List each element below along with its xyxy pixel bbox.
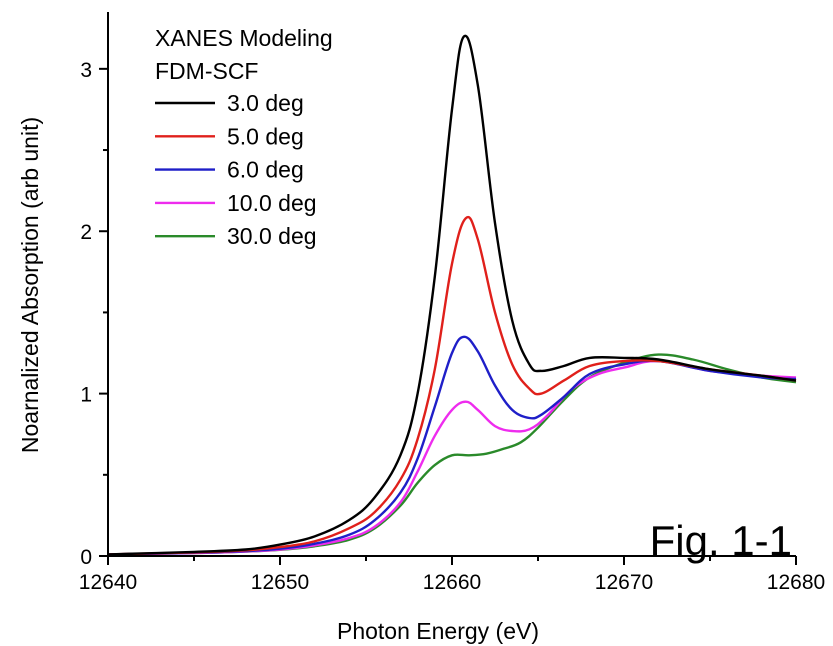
y-tick-label-3: 3: [80, 59, 92, 82]
legend-entry-3: 10.0 deg: [227, 190, 317, 216]
x-tick-label-0: 12640: [79, 571, 137, 594]
legend-entry-1: 5.0 deg: [227, 123, 304, 149]
y-tick-label-2: 2: [80, 221, 92, 244]
x-tick-label-1: 12650: [251, 571, 309, 594]
series-line-0: [107, 34, 797, 556]
y-tick-label-1: 1: [80, 384, 92, 407]
x-tick-label-2: 12660: [423, 571, 481, 594]
legend-entry-4: 30.0 deg: [227, 223, 317, 249]
legend-title-line-0: XANES Modeling: [155, 25, 333, 51]
axes: 12640 12650 12660 12670 12680 0 1 2 3: [79, 12, 825, 594]
x-axis-label: Photon Energy (eV): [337, 618, 539, 644]
y-axis-label: Noarnalized Absorption (arb unit): [17, 117, 43, 453]
y-tick-label-0: 0: [80, 546, 92, 569]
series-line-2: [107, 335, 797, 556]
series-line-1: [107, 215, 797, 556]
x-tick-label-4: 12680: [767, 571, 825, 594]
figure-annotation: Fig. 1-1: [650, 517, 792, 564]
plot-lines: [107, 34, 797, 556]
x-tick-label-3: 12670: [595, 571, 653, 594]
series-line-3: [107, 359, 797, 556]
legend-title-line-1: FDM-SCF: [155, 58, 258, 84]
legend-entry-2: 6.0 deg: [227, 157, 304, 183]
legend-entry-0: 3.0 deg: [227, 90, 304, 116]
legend: XANES Modeling FDM-SCF 3.0 deg 5.0 deg 6.0 d…: [155, 25, 333, 249]
